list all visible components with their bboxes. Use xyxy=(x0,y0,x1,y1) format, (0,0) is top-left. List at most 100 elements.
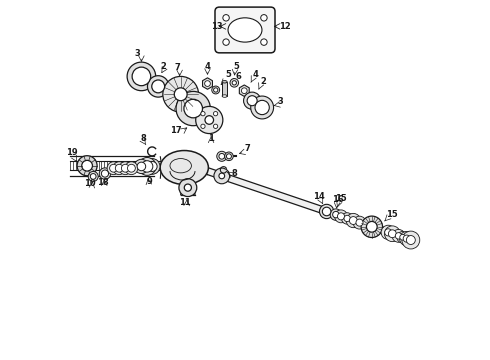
Text: 5: 5 xyxy=(225,71,231,80)
Circle shape xyxy=(223,39,229,45)
Circle shape xyxy=(134,159,148,174)
Ellipse shape xyxy=(147,76,169,97)
Circle shape xyxy=(201,124,205,129)
Circle shape xyxy=(196,107,223,134)
Circle shape xyxy=(142,161,153,172)
Circle shape xyxy=(224,152,233,161)
Ellipse shape xyxy=(255,100,270,114)
Ellipse shape xyxy=(176,91,210,126)
Text: 7: 7 xyxy=(174,63,180,72)
Circle shape xyxy=(205,81,210,86)
Circle shape xyxy=(144,158,160,174)
Circle shape xyxy=(217,151,227,161)
Circle shape xyxy=(77,156,97,176)
Text: 15: 15 xyxy=(335,194,346,203)
Ellipse shape xyxy=(184,99,202,118)
Circle shape xyxy=(367,221,377,232)
Circle shape xyxy=(342,213,353,224)
Text: 8: 8 xyxy=(140,134,146,143)
Circle shape xyxy=(115,164,123,172)
Polygon shape xyxy=(202,78,213,89)
Text: 17: 17 xyxy=(170,126,182,135)
Text: 5: 5 xyxy=(233,62,239,71)
Text: 2: 2 xyxy=(260,77,266,86)
Circle shape xyxy=(397,231,408,243)
Circle shape xyxy=(214,124,218,129)
Circle shape xyxy=(346,213,361,228)
Circle shape xyxy=(219,173,224,179)
Circle shape xyxy=(226,154,231,159)
Circle shape xyxy=(214,112,218,116)
Ellipse shape xyxy=(222,95,227,97)
Text: 18: 18 xyxy=(98,178,109,187)
Circle shape xyxy=(403,235,410,242)
Text: 7: 7 xyxy=(245,144,251,153)
Text: 19: 19 xyxy=(66,148,78,157)
Circle shape xyxy=(330,209,342,220)
Circle shape xyxy=(88,171,98,181)
Circle shape xyxy=(402,231,420,249)
Ellipse shape xyxy=(127,62,156,91)
Circle shape xyxy=(138,157,156,175)
Circle shape xyxy=(119,162,132,175)
Circle shape xyxy=(99,168,111,179)
Circle shape xyxy=(214,168,230,184)
Circle shape xyxy=(137,162,146,171)
Text: 1: 1 xyxy=(208,134,214,143)
Circle shape xyxy=(333,211,339,218)
Text: 6: 6 xyxy=(235,72,241,81)
Circle shape xyxy=(335,210,347,223)
Circle shape xyxy=(392,229,405,242)
Circle shape xyxy=(385,229,392,236)
Text: 4: 4 xyxy=(204,62,210,71)
Circle shape xyxy=(82,160,93,171)
FancyBboxPatch shape xyxy=(215,7,275,53)
Ellipse shape xyxy=(222,81,227,83)
Polygon shape xyxy=(239,85,249,96)
Circle shape xyxy=(110,164,118,172)
Circle shape xyxy=(230,78,239,87)
Text: 8: 8 xyxy=(231,169,237,178)
Text: 12: 12 xyxy=(279,22,291,31)
Ellipse shape xyxy=(160,150,208,184)
Circle shape xyxy=(338,213,344,220)
Circle shape xyxy=(385,226,400,242)
Circle shape xyxy=(261,15,267,21)
Circle shape xyxy=(212,86,220,94)
Circle shape xyxy=(214,88,218,92)
Circle shape xyxy=(127,164,135,172)
Circle shape xyxy=(179,179,197,197)
Circle shape xyxy=(90,174,96,179)
Circle shape xyxy=(353,216,366,229)
Text: 14: 14 xyxy=(313,192,325,201)
Circle shape xyxy=(125,162,138,175)
Circle shape xyxy=(344,215,350,222)
Circle shape xyxy=(107,162,120,175)
Ellipse shape xyxy=(251,96,273,119)
Circle shape xyxy=(319,204,334,219)
Circle shape xyxy=(205,116,214,124)
Circle shape xyxy=(356,219,363,226)
Circle shape xyxy=(163,76,198,112)
Circle shape xyxy=(184,184,192,191)
Circle shape xyxy=(122,164,129,172)
Ellipse shape xyxy=(244,92,261,109)
Circle shape xyxy=(232,81,237,85)
Circle shape xyxy=(389,230,396,238)
Text: 10: 10 xyxy=(84,179,96,188)
Circle shape xyxy=(400,234,406,240)
Ellipse shape xyxy=(132,67,151,86)
Text: 2: 2 xyxy=(161,62,167,71)
Text: 3: 3 xyxy=(277,97,283,106)
Circle shape xyxy=(399,231,414,246)
Text: 13: 13 xyxy=(211,22,223,31)
Circle shape xyxy=(261,39,267,45)
Ellipse shape xyxy=(228,18,262,42)
Polygon shape xyxy=(207,167,413,244)
Circle shape xyxy=(174,88,187,101)
Circle shape xyxy=(201,112,205,116)
Text: 3: 3 xyxy=(135,49,141,58)
Circle shape xyxy=(223,15,229,21)
Ellipse shape xyxy=(152,80,165,93)
Circle shape xyxy=(322,207,331,216)
